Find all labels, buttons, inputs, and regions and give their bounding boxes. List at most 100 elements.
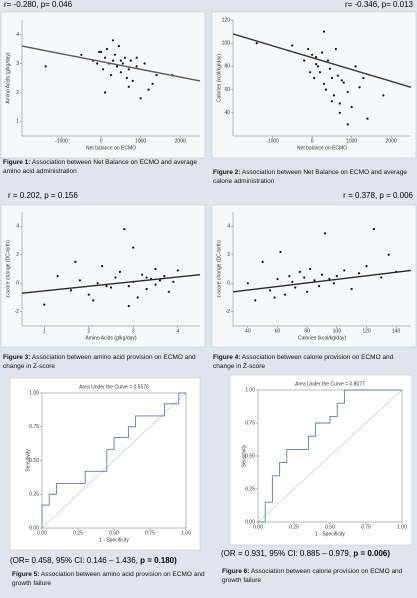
statistics-annotation: (OR = 0.931, 95% CI: 0.885 – 0.979, p = …	[221, 549, 390, 558]
scatter-point	[127, 85, 130, 88]
x-tick-label: 0.00	[253, 524, 263, 530]
trend-line	[232, 269, 412, 293]
x-tick-label: 2	[87, 328, 90, 334]
y-tick-label: 1.00	[245, 387, 255, 393]
scatter-point	[366, 117, 369, 120]
y-tick-label: 0.50	[245, 453, 255, 459]
scatter-point	[69, 289, 73, 292]
x-tick-label: 0.50	[325, 524, 335, 530]
scatter-point	[135, 65, 138, 68]
scatter-point	[357, 272, 361, 275]
y-tick-label: 0.25	[245, 486, 255, 492]
scatter-point	[309, 71, 312, 74]
scatter-point	[145, 276, 148, 279]
statistics-annotation: r= -0.280, p= 0.046	[4, 0, 72, 9]
y-tick-label: 2	[227, 252, 230, 258]
scatter-point	[336, 74, 339, 77]
scatter-point	[322, 30, 326, 33]
scatter-point	[115, 65, 119, 68]
scatter-point	[139, 97, 142, 100]
figure-caption: Figure 4: Association between calorie pr…	[213, 353, 413, 371]
x-axis-title: Amino Acids (g/kg/day)	[85, 335, 136, 341]
x-tick-label: 1000	[346, 138, 357, 144]
scatter-point	[43, 303, 46, 306]
scatter-point	[343, 269, 346, 272]
scatter-point	[268, 289, 272, 292]
figure-caption: Figure 3: Association between amino acid…	[3, 353, 203, 371]
y-tick-label: 40	[224, 110, 230, 116]
plot-panel	[0, 11, 206, 159]
scatter-point	[101, 265, 104, 268]
scatter-point	[328, 67, 332, 70]
scatter-point	[276, 277, 279, 281]
scatter-point	[307, 47, 310, 51]
scatter-point	[332, 282, 335, 285]
figure-caption: Figure 2: Association between Net Balanc…	[213, 168, 413, 186]
scatter-point	[118, 270, 121, 273]
trend-line	[232, 33, 412, 88]
x-tick-label: -1000	[266, 138, 279, 144]
x-tick-label: 0.75	[145, 530, 155, 536]
statistics-text: r = 0.378, p = 0.006	[343, 191, 413, 200]
scatter-point	[246, 282, 249, 285]
x-tick-label: 140	[392, 328, 401, 334]
scatter-point	[303, 276, 306, 279]
y-tick-label: 1.00	[29, 390, 39, 396]
scatter-point	[288, 275, 291, 278]
scatter-point	[322, 82, 326, 85]
y-axis-title: z-score change (DC-birth)	[5, 240, 11, 298]
scatter-point	[154, 267, 157, 271]
scatter-point	[105, 47, 109, 51]
scatter-point	[113, 53, 117, 56]
scatter-point	[334, 47, 337, 51]
caption-text: Association between amino acid provision…	[12, 571, 205, 587]
scatter-point	[167, 290, 170, 293]
scatter-point	[346, 123, 349, 126]
scatter-point	[119, 71, 122, 74]
scatter-point	[273, 296, 276, 299]
scatter-point	[111, 39, 115, 42]
scatter-point	[127, 68, 130, 71]
scatter-point	[163, 275, 166, 278]
scatter-point	[358, 86, 361, 89]
scatter-point	[158, 279, 162, 282]
statistics-text: (OR = 0.931, 95% CI: 0.885 – 0.979,	[221, 549, 352, 558]
scatter-point	[338, 102, 341, 105]
statistics-annotation: r = 0.378, p = 0.006	[343, 191, 413, 200]
x-tick-label: 0.75	[361, 524, 371, 530]
x-tick-label: 2000	[175, 138, 186, 144]
scatter-point	[141, 273, 144, 276]
scatter-point	[346, 90, 349, 94]
scatter-point	[342, 81, 345, 84]
scatter-point	[127, 304, 130, 308]
x-axis-title: Net balance on ECMO	[297, 145, 347, 151]
statistics-text: r = 0.202, p = 0.156	[8, 191, 78, 200]
scatter-point	[298, 270, 301, 273]
statistics-annotation: r = 0.202, p = 0.156	[8, 191, 78, 200]
scatter-point	[320, 273, 324, 276]
scatter-point	[87, 293, 90, 296]
x-tick-label: 60	[275, 328, 281, 334]
scatter-point	[382, 94, 385, 97]
figure-label: Figure 6:	[222, 568, 250, 575]
scatter-point	[74, 260, 77, 263]
p-value: p = 0.006)	[353, 549, 391, 558]
scatter-point	[78, 279, 81, 282]
scatter-point	[111, 59, 115, 62]
plot-panel	[211, 204, 417, 348]
scatter-point	[314, 62, 318, 66]
scatter-point	[261, 260, 264, 263]
y-tick-label: 2	[16, 90, 19, 96]
scatter-point	[103, 56, 107, 59]
scatter-point	[254, 299, 257, 302]
x-tick-label: 40	[245, 328, 251, 334]
scatter-point	[121, 62, 124, 65]
scatter-point	[335, 275, 338, 278]
scatter-point	[340, 79, 343, 82]
y-tick-label: 120	[222, 17, 231, 23]
x-tick-label: 1.00	[181, 530, 191, 536]
scatter-point	[123, 56, 126, 59]
figure-label: Figure 1:	[3, 159, 31, 166]
y-axis-title: Calories (kcal/kg/day)	[216, 54, 222, 102]
